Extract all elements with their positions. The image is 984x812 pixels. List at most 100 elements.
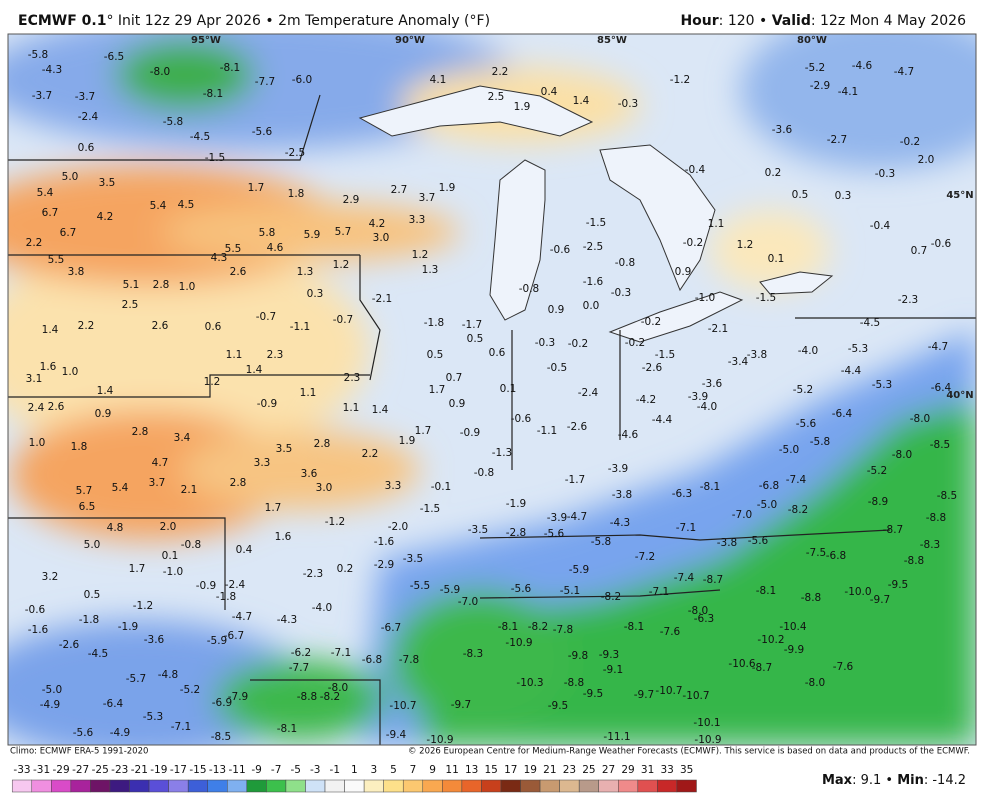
anomaly-value: 5.7 — [335, 226, 352, 238]
anomaly-value: 0.7 — [446, 372, 463, 384]
anomaly-value: 5.1 — [123, 279, 140, 291]
anomaly-value: 0.4 — [541, 86, 558, 98]
anomaly-value: -10.6 — [728, 658, 755, 670]
anomaly-value: -4.3 — [277, 614, 298, 626]
anomaly-value: -4.7 — [928, 341, 949, 353]
anomaly-value: 3.4 — [174, 432, 191, 444]
anomaly-value: 1.7 — [265, 502, 282, 514]
anomaly-value: -2.1 — [372, 293, 393, 305]
anomaly-value: -4.0 — [798, 345, 819, 357]
anomaly-value: -8.5 — [930, 439, 951, 451]
anomaly-value: -5.0 — [779, 444, 800, 456]
anomaly-value: 0.4 — [236, 544, 253, 556]
colorbar-swatch — [324, 779, 345, 793]
anomaly-value: -2.9 — [810, 80, 831, 92]
anomaly-value: 3.8 — [68, 266, 85, 278]
anomaly-value: -1.3 — [492, 447, 513, 459]
anomaly-value: 0.5 — [792, 189, 809, 201]
anomaly-value: 0.0 — [583, 300, 600, 312]
colorbar-label: 3 — [371, 764, 378, 776]
anomaly-value: 3.7 — [419, 192, 436, 204]
anomaly-value: -2.5 — [583, 241, 604, 253]
anomaly-value: -8.1 — [756, 585, 777, 597]
anomaly-value: 1.7 — [429, 384, 446, 396]
colorbar: -33 -31 -29 -27 -25 -23 -21 -19 -17 -15 -13 -11 -9 -7… — [11, 764, 697, 793]
anomaly-value: 2.2 — [26, 237, 43, 249]
anomaly-value: -4.4 — [652, 414, 673, 426]
anomaly-value: -10.0 — [844, 586, 871, 598]
anomaly-value: -1.0 — [695, 292, 716, 304]
header-title: ECMWF 0.1° Init 12z 29 Apr 2026 • 2m Tem… — [18, 13, 490, 29]
anomaly-value: -1.6 — [374, 536, 395, 548]
anomaly-value: -8.1 — [624, 621, 645, 633]
anomaly-value: 2.6 — [152, 320, 169, 332]
map: -5.8-4.3-3.7 -3.7-2.40.6-6.5-8.0 -8.1-8.1-… — [8, 34, 976, 745]
anomaly-value: -10.4 — [779, 621, 806, 633]
anomaly-value: -3.6 — [772, 124, 793, 136]
colorbar-label: -19 — [150, 764, 167, 776]
anomaly-value: -8.1 — [220, 62, 241, 74]
anomaly-value: -1.5 — [655, 349, 676, 361]
anomaly-value: 0.1 — [500, 383, 517, 395]
anomaly-value: -6.0 — [292, 74, 313, 86]
anomaly-value: -5.6 — [511, 583, 532, 595]
anomaly-value: -4.0 — [312, 602, 333, 614]
anomaly-value: -0.8 — [181, 539, 202, 551]
anomaly-value: 5.5 — [225, 243, 242, 255]
anomaly-value: -0.2 — [568, 338, 589, 350]
anomaly-value: -9.3 — [599, 649, 620, 661]
anomaly-value: -5.8 — [28, 49, 49, 61]
anomaly-value: 5.4 — [112, 482, 129, 494]
great-lakes — [358, 85, 834, 343]
anomaly-value: -10.1 — [693, 717, 720, 729]
anomaly-value: 1.9 — [439, 182, 456, 194]
anomaly-value: -7.7 — [255, 76, 276, 88]
anomaly-value: 2.9 — [343, 194, 360, 206]
anomaly-value: -11.1 — [603, 731, 630, 743]
anomaly-value: -10.7 — [682, 690, 709, 702]
anomaly-value: -8.3 — [463, 648, 484, 660]
anomaly-value: -3.8 — [717, 537, 738, 549]
anomaly-value: 1.6 — [275, 531, 292, 543]
anomaly-value: 5.4 — [37, 187, 54, 199]
anomaly-value: -10.7 — [389, 700, 416, 712]
anomaly-value: 1.7 — [415, 425, 432, 437]
colorbar-label: 33 — [660, 764, 673, 776]
graticule-label: 90°W — [395, 35, 425, 46]
anomaly-value: 0.1 — [768, 253, 785, 265]
anomaly-value: 2.6 — [230, 266, 247, 278]
colorbar-swatch — [520, 779, 541, 793]
anomaly-value: -9.7 — [870, 594, 891, 606]
anomaly-value: -8.8 — [564, 677, 585, 689]
graticule-label: 80°W — [797, 35, 827, 46]
anomaly-value: -7.0 — [458, 596, 479, 608]
anomaly-value: -8.0 — [688, 605, 709, 617]
anomaly-value: -2.0 — [388, 521, 409, 533]
anomaly-value: -5.0 — [757, 499, 778, 511]
anomaly-value: 1.4 — [246, 364, 263, 376]
anomaly-value: 3.5 — [276, 443, 293, 455]
anomaly-value: -3.6 — [702, 378, 723, 390]
anomaly-value: -1.8 — [216, 591, 237, 603]
colorbar-swatch — [129, 779, 150, 793]
anomaly-value: -0.6 — [25, 604, 46, 616]
anomaly-value: -2.9 — [374, 559, 395, 571]
anomaly-value: -0.3 — [875, 168, 896, 180]
anomaly-value: -6.8 — [759, 480, 780, 492]
valid-value: : 12z Mon 4 May 2026 — [811, 13, 966, 29]
header-valid: Hour: 120 • Valid: 12z Mon 4 May 2026 — [680, 13, 966, 29]
colorbar-label: 19 — [524, 764, 537, 776]
colorbar-swatch — [383, 779, 404, 793]
anomaly-value: 6.5 — [79, 501, 96, 513]
anomaly-value: -4.0 — [697, 401, 718, 413]
anomaly-value: 6.7 — [42, 207, 59, 219]
anomaly-value: -0.2 — [683, 237, 704, 249]
anomaly-value: -8.2 — [601, 591, 622, 603]
anomaly-value: 4.5 — [178, 199, 195, 211]
anomaly-value: -5.9 — [569, 564, 590, 576]
anomaly-value: -1.5 — [586, 217, 607, 229]
colorbar-swatch — [31, 779, 52, 793]
anomaly-value: 1.1 — [300, 387, 317, 399]
